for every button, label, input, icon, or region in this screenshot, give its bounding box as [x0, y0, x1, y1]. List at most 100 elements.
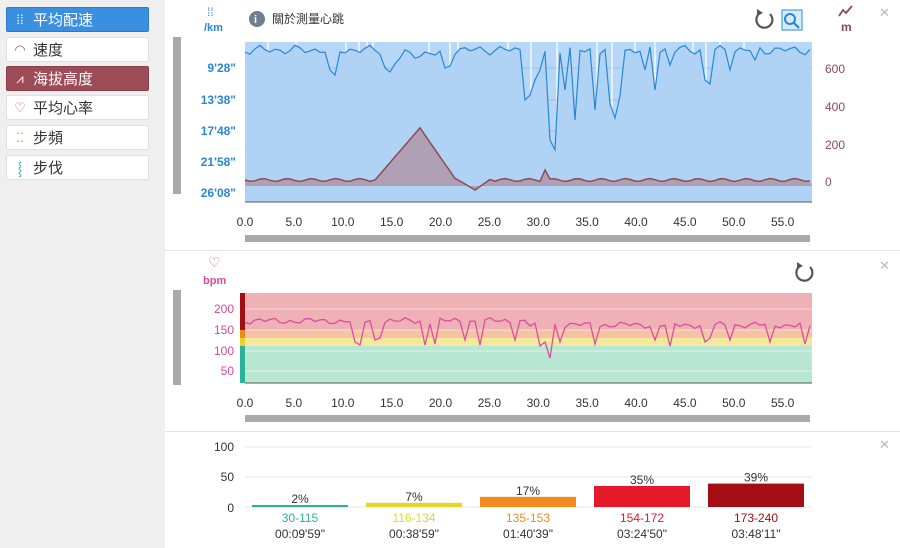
zones-tick: 0	[227, 501, 234, 515]
elevation-tick: 600	[825, 62, 845, 76]
zoom-icon-handle	[793, 22, 800, 29]
hr-vertical-scrollbar[interactable]	[173, 290, 181, 385]
pace-elevation-chart: ⁞⁞ /km i 關於測量心跳 m 9'28" 13'38" 17'48" 21…	[201, 5, 853, 229]
hr-tick: 100	[214, 344, 234, 358]
zone-time-label: 03:48'11"	[731, 527, 780, 541]
hr-tick: 200	[214, 302, 234, 316]
x-tick: 35.0	[575, 396, 599, 410]
hr-zones-chart: 100 50 0 2% 30-115 00:09'59" 7% 116-134 00:38…	[214, 440, 812, 541]
close-zones-panel-icon[interactable]: ✕	[879, 437, 890, 452]
pace-vertical-scrollbar[interactable]	[173, 37, 181, 194]
panel-divider	[165, 250, 900, 251]
hr-zone-strip	[240, 346, 245, 383]
zone-percent-label: 2%	[291, 492, 309, 506]
zone-range-label: 173-240	[734, 511, 778, 525]
zone-range-label: 154-172	[620, 511, 664, 525]
x-tick: 25.0	[478, 215, 502, 229]
x-tick: 20.0	[429, 396, 453, 410]
zone-range-label: 116-134	[392, 511, 435, 525]
info-icon[interactable]	[249, 11, 265, 27]
elevation-icon: ⩘	[16, 70, 24, 86]
x-tick: 5.0	[286, 396, 303, 410]
hr-zone-band-mid	[245, 338, 812, 346]
zones-tick: 100	[214, 440, 234, 454]
close-pace-panel-icon[interactable]: ✕	[879, 5, 890, 20]
hr-tick: 150	[214, 323, 234, 337]
pace-tick: 9'28"	[207, 61, 236, 75]
zone-bar[interactable]	[480, 496, 576, 507]
zone-time-label: 03:24'50"	[617, 527, 667, 541]
zone-bar[interactable]	[252, 505, 348, 507]
x-tick: 45.0	[673, 215, 697, 229]
x-tick: 35.0	[575, 215, 599, 229]
hr-zone-band-high	[245, 330, 812, 338]
sidebar-item-avg-pace[interactable]: ⁞⁞ 平均配速	[6, 7, 149, 32]
zone-bar[interactable]	[366, 502, 462, 507]
info-link[interactable]: 關於測量心跳	[272, 11, 344, 26]
heart-icon: ♡	[208, 254, 221, 270]
sidebar-item-elevation[interactable]: ⩘ 海拔高度	[6, 66, 149, 91]
reset-zoom-icon[interactable]	[755, 12, 774, 29]
x-tick: 50.0	[722, 215, 746, 229]
zone-range-label: 30-115	[282, 511, 319, 525]
x-tick: 10.0	[331, 215, 355, 229]
hr-zone-strip	[240, 293, 245, 330]
pace-tick: 21'58"	[201, 155, 236, 169]
hr-horizontal-scrollbar[interactable]	[245, 415, 810, 422]
speedometer-icon: ◠	[14, 41, 26, 57]
zone-range-label: 135-153	[506, 511, 550, 525]
zone-percent-label: 35%	[630, 473, 654, 487]
sidebar-item-label: 平均心率	[33, 100, 94, 117]
hr-zone-strip	[240, 338, 245, 346]
hr-tick: 50	[221, 364, 235, 378]
cadence-icon: ⁚⁚	[15, 129, 25, 145]
zone-bar[interactable]	[594, 486, 690, 507]
hr-gridlines	[245, 308, 812, 372]
hr-zone-strip	[240, 330, 245, 338]
hr-x-ticks: 0.0 5.0 10.0 15.0 20.0 25.0 30.0 35.0 40.0 45.0 50…	[237, 396, 795, 410]
sidebar-item-avg-heart-rate[interactable]: ♡ 平均心率	[6, 95, 149, 120]
elevation-tick: 400	[825, 100, 845, 114]
pace-horizontal-scrollbar[interactable]	[245, 235, 810, 242]
zoom-icon	[784, 13, 796, 25]
x-tick: 40.0	[624, 396, 648, 410]
sidebar-item-speed[interactable]: ◠ 速度	[6, 37, 149, 62]
x-tick: 5.0	[286, 215, 303, 229]
sidebar-item-cadence[interactable]: ⁚⁚ 步頻	[6, 125, 149, 150]
heart-rate-chart: ♡ bpm 200 150 100 50 0.0 5.0 10.0 15.0 20.0 2…	[203, 254, 814, 410]
hr-reset-zoom-icon[interactable]	[795, 265, 814, 282]
hr-series-line	[244, 316, 811, 359]
pace-y-ticks: 9'28" 13'38" 17'48" 21'58" 26'08"	[201, 61, 236, 200]
x-tick: 50.0	[722, 396, 746, 410]
x-tick: 10.0	[331, 396, 355, 410]
elevation-unit-icon	[838, 5, 853, 17]
sidebar-item-stride[interactable]: ⸾ 步伐	[6, 155, 149, 180]
pace-unit-icon: ⁞⁞	[207, 5, 214, 19]
zone-percent-label: 39%	[744, 471, 768, 485]
pace-unit-label: /km	[204, 22, 223, 34]
zones-tick: 50	[221, 470, 235, 484]
x-tick: 0.0	[237, 396, 254, 410]
elevation-area	[245, 127, 812, 190]
footprints-icon: ⁞⁞	[16, 12, 24, 27]
x-tick: 55.0	[771, 215, 795, 229]
zone-percent-label: 17%	[516, 484, 540, 498]
pace-x-ticks: 0.0 5.0 10.0 15.0 20.0 25.0 30.0 35.0 40.0 45.0 50…	[237, 215, 795, 229]
pace-tick: 13'38"	[201, 93, 236, 107]
elevation-series-line	[244, 126, 811, 191]
x-tick: 30.0	[527, 396, 551, 410]
sidebar-item-label: 速度	[33, 42, 64, 59]
info-icon-glyph: i	[254, 14, 257, 26]
x-tick: 15.0	[380, 215, 404, 229]
pace-series-line	[244, 44, 811, 153]
elevation-tick: 200	[825, 138, 845, 152]
close-hr-panel-icon[interactable]: ✕	[879, 258, 890, 273]
stride-icon: ⸾	[17, 160, 23, 176]
elevation-unit-label: m	[841, 20, 852, 34]
x-tick: 20.0	[429, 215, 453, 229]
x-tick: 45.0	[673, 396, 697, 410]
panel-divider	[165, 431, 900, 432]
pace-tick: 17'48"	[201, 124, 236, 138]
zone-bar[interactable]	[708, 483, 804, 507]
x-tick: 55.0	[771, 396, 795, 410]
